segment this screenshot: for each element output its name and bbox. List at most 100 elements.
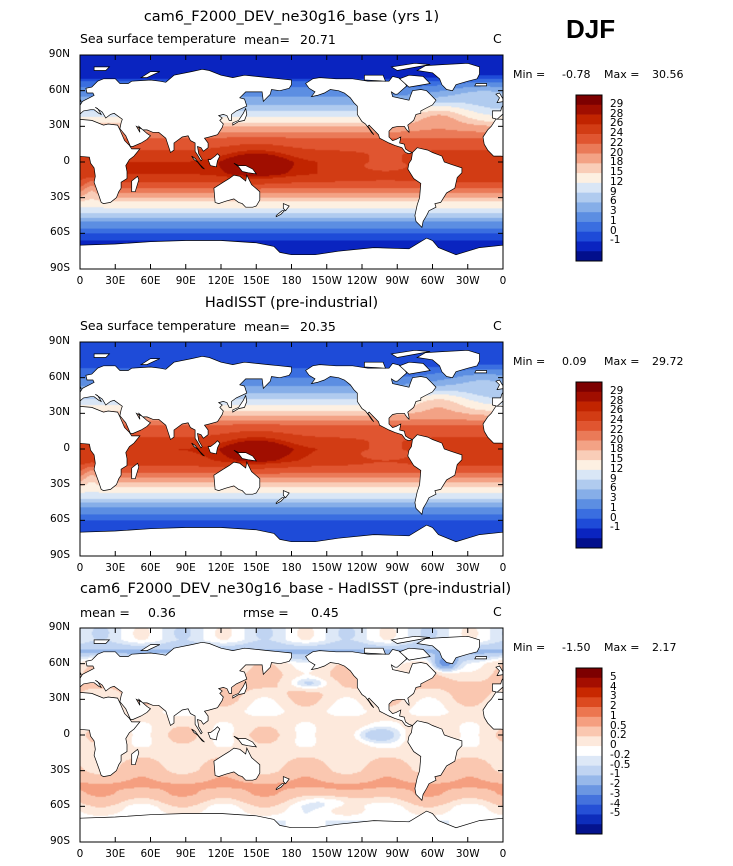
lon-tick-label: 150W (311, 848, 342, 860)
landmass-britain (495, 92, 503, 104)
landmass-svalbard (93, 353, 111, 358)
landmass-ellesmere-island (390, 635, 431, 644)
colorbar-label: 2 (610, 700, 617, 713)
lon-tick-label: 120E (207, 848, 235, 860)
lon-tick-label: 120W (346, 848, 378, 860)
lat-tick-label: 30N (48, 692, 70, 705)
lon-tick-label: 60E (140, 848, 161, 860)
colorbar-label: -4 (610, 797, 621, 810)
lon-tick-label: 30E (105, 562, 126, 574)
min-label: Min = (513, 355, 546, 368)
colorbar-swatch (576, 716, 602, 727)
lat-tick-label: 60S (49, 799, 70, 812)
landmass-australia (213, 747, 261, 781)
colorbar-label: 6 (610, 195, 617, 208)
landmass-japan (232, 107, 248, 126)
landmass-africa (80, 119, 141, 204)
min-value: -0.78 (562, 68, 591, 81)
colorbar-swatch (576, 153, 602, 164)
lon-tick-label: 120W (346, 275, 378, 287)
landmass-iceland (474, 83, 487, 87)
landmass-britain (495, 379, 503, 391)
landmass-baffin-island (398, 647, 431, 661)
landmass-new-zealand-south (275, 497, 286, 505)
colorbar-label: 0.5 (610, 719, 627, 732)
colorbar-swatch (576, 221, 602, 233)
panel-variable: Sea surface temperature (80, 318, 236, 333)
colorbar-3 (575, 667, 603, 835)
landmass-japan (232, 680, 248, 699)
colorbar-swatch (576, 804, 602, 815)
lat-tick-label: 90N (48, 335, 70, 347)
mean-label: mean = (80, 605, 130, 620)
colorbar-frame (575, 667, 603, 835)
landmass-novaya-zemlya (139, 644, 161, 651)
landmass-victoria-island (364, 647, 387, 655)
colorbar-label: 3 (610, 492, 617, 505)
landmass-greenland (416, 635, 480, 665)
colorbar-swatch (576, 499, 602, 510)
landmass-north-america (305, 76, 437, 155)
lon-tick-label: 90W (385, 275, 410, 287)
colorbar-label: -5 (610, 807, 621, 820)
landmass-novaya-zemlya (139, 358, 161, 365)
min-value: -1.50 (562, 641, 591, 654)
landmass-africa (482, 691, 503, 730)
lon-tick-label: 90E (175, 275, 196, 287)
max-label: Max = (604, 355, 640, 368)
landmass-eurasia (80, 641, 292, 735)
colorbar-label: 29 (610, 384, 624, 397)
lat-tick-label: 60N (48, 370, 70, 383)
colorbar-label: 1 (610, 501, 617, 514)
landmass-new-guinea (233, 735, 258, 748)
units-label: C (493, 31, 502, 46)
mean-value: 0.36 (148, 605, 176, 620)
colorbar-swatch (576, 824, 602, 835)
landmass-greenland (416, 349, 480, 379)
colorbar-label: 0 (610, 224, 617, 237)
lat-tick-label: 90N (48, 621, 70, 633)
landmass-new-zealand-south (275, 210, 286, 218)
colorbar-label: 22 (610, 136, 624, 149)
colorbar-label: 24 (610, 414, 624, 427)
landmass-new-guinea (233, 162, 258, 175)
landmass-iceland (474, 370, 487, 374)
lon-tick-label: 150E (242, 562, 270, 574)
colorbar-swatch (576, 528, 602, 539)
landmass-madagascar (131, 748, 140, 766)
lat-tick-label: 0 (63, 442, 70, 454)
colorbar-label: 12 (610, 175, 624, 188)
landmass-novaya-zemlya (139, 71, 161, 78)
colorbar-label: 26 (610, 404, 624, 417)
colorbar-swatch (576, 430, 602, 441)
map-panel-1 (79, 54, 504, 270)
colorbar-swatch (576, 104, 602, 115)
landmass-madagascar (131, 175, 140, 193)
lon-tick-label: 180 (281, 275, 302, 287)
landmass-antarctica (80, 524, 503, 556)
max-value: 30.56 (652, 68, 684, 81)
landmass-africa (80, 406, 141, 491)
units-label: C (493, 318, 502, 333)
lat-tick-label: 30S (49, 763, 70, 776)
lon-tick-label: 0 (499, 562, 507, 574)
colorbar-label: 9 (610, 472, 617, 485)
colorbar-swatch (576, 202, 602, 213)
lon-tick-label: 0 (76, 848, 84, 860)
colorbar-label: 15 (610, 166, 624, 179)
lat-tick-label: 30N (48, 406, 70, 419)
colorbar-swatch (576, 95, 602, 106)
lat-tick-label: 0 (63, 728, 70, 740)
colorbar-label: 18 (610, 443, 624, 456)
colorbar-label: -3 (610, 787, 621, 800)
landmass-svalbard (93, 66, 111, 71)
panel-title: cam6_F2000_DEV_ne30g16_base - HadISST (p… (80, 581, 512, 597)
colorbar-swatch (576, 746, 602, 757)
landmass-south-america (407, 720, 463, 802)
colorbar-swatch (576, 489, 602, 500)
colorbar-swatch (576, 785, 602, 796)
colorbar-label: 12 (610, 462, 624, 475)
colorbar-label: 18 (610, 156, 624, 169)
landmass-africa (482, 405, 503, 444)
